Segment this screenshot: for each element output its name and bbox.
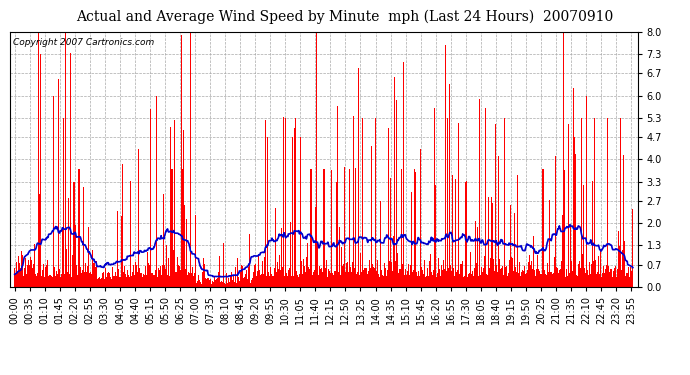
Text: Copyright 2007 Cartronics.com: Copyright 2007 Cartronics.com <box>14 38 155 47</box>
Text: Actual and Average Wind Speed by Minute  mph (Last 24 Hours)  20070910: Actual and Average Wind Speed by Minute … <box>77 9 613 24</box>
